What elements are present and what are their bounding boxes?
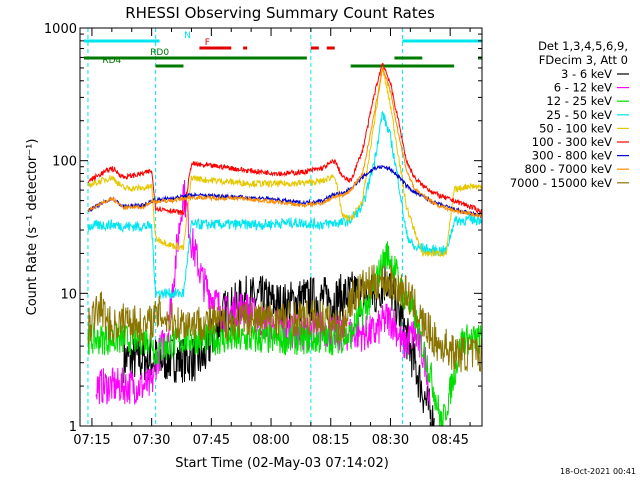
series-line-3 [87, 111, 482, 300]
legend-entry-label: 300 - 800 keV [532, 149, 612, 163]
legend-entry-label: 50 - 100 keV [539, 121, 612, 135]
y-axis-label: Count Rate (s⁻¹ detector⁻¹) [25, 139, 40, 316]
series-line-5 [87, 62, 482, 216]
legend-entry-label: 12 - 25 keV [546, 94, 612, 108]
legend: Det 1,3,4,5,6,9, FDecim 3, Att 0 3 - 6 k… [510, 39, 629, 190]
flag-label-rd4: RD4 [102, 56, 121, 66]
legend-entry-label: 25 - 50 keV [546, 108, 612, 122]
x-tick-label: 08:30 [372, 433, 409, 448]
y-tick-label: 1000 [44, 22, 77, 37]
series-line-2 [87, 241, 482, 426]
flag-label-rd0: RD0 [150, 48, 169, 58]
axes: 07:15 07:30 07:45 08:00 08:15 08:30 08:45 1 10 10… [44, 22, 482, 448]
plot-frame [79, 27, 483, 427]
y-tick-label: 10 [60, 287, 77, 302]
x-tick-label: 07:45 [193, 433, 230, 448]
flag-label-n: N [184, 31, 191, 41]
y-tick-label: 100 [52, 155, 77, 170]
series-line-8 [87, 264, 482, 373]
x-tick-label: 07:30 [133, 433, 170, 448]
flag-label-f: F [205, 38, 210, 48]
x-tick-label: 08:15 [312, 433, 349, 448]
generated-timestamp: 18-Oct-2021 00:41 [560, 467, 636, 476]
legend-header-line-2: FDecim 3, Att 0 [539, 53, 628, 67]
legend-entry-label: 6 - 12 keV [554, 81, 612, 95]
attenuator-flag-bars: N F RD0 RD4 [83, 31, 482, 68]
legend-entry-label: 800 - 7000 keV [524, 162, 612, 176]
series-layer [87, 62, 482, 426]
series-line-4 [87, 65, 482, 258]
legend-entry-label: 100 - 300 keV [532, 135, 612, 149]
x-tick-label: 07:15 [73, 433, 110, 448]
chart-title: RHESSI Observing Summary Count Rates [125, 4, 435, 22]
legend-entry-label: 7000 - 15000 keV [510, 176, 612, 190]
legend-entry-label: 3 - 6 keV [561, 67, 612, 81]
x-tick-label: 08:45 [431, 433, 468, 448]
legend-header-line-1: Det 1,3,4,5,6,9, [538, 39, 628, 53]
series-line-7 [87, 67, 482, 218]
x-tick-label: 08:00 [252, 433, 289, 448]
series-line-0 [123, 264, 435, 426]
y-tick-label: 1 [69, 420, 77, 435]
x-axis-label: Start Time (02-May-03 07:14:02) [175, 456, 389, 471]
